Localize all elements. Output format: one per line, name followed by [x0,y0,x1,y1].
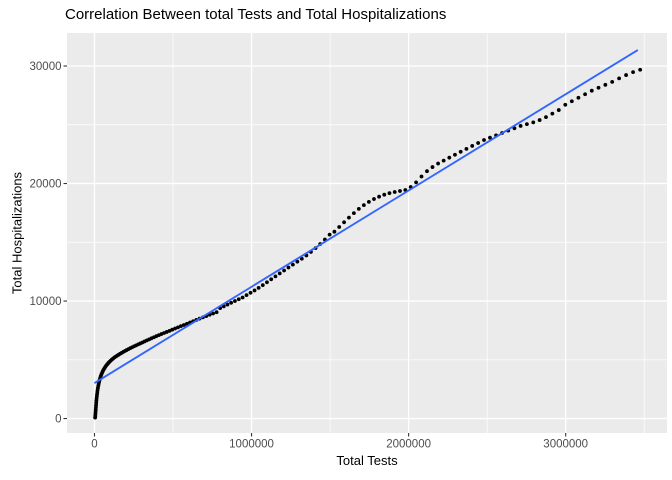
scatter-point [470,144,475,148]
scatter-point [173,326,177,331]
scatter-point [356,207,361,211]
y-tick-label: 10000 [30,296,62,308]
scatter-point [351,211,356,216]
scatter-point [248,290,253,295]
plot-title: Correlation Between total Tests and Tota… [65,6,447,23]
x-tick-label: 1000000 [229,439,274,451]
scatter-point [544,115,548,120]
x-tick-label: 0 [91,439,97,451]
y-tick-label: 0 [55,414,61,426]
scatter-point [178,324,183,329]
scatter-point [624,73,628,77]
scatter-point [476,141,481,145]
scatter-point [576,95,581,100]
scatter-point [214,310,219,315]
scatter-point [603,82,608,87]
scatter-point [464,146,469,151]
scatter-point [583,92,587,97]
scatter-point [273,274,278,279]
x-tick-label: 2000000 [386,439,431,451]
scatter-point [236,297,241,302]
x-tick-label: 3000000 [543,439,588,451]
scatter-point [337,225,342,229]
scatter-point [229,300,234,305]
scatter-point [240,295,245,300]
scatter-point [631,70,635,75]
scatter-point [524,122,529,127]
scatter-point [327,232,332,237]
y-tick-label: 30000 [30,61,62,73]
scatter-point [392,190,397,194]
scatter-point [436,161,440,166]
scatter-point [596,85,601,90]
scatter-point [260,283,265,288]
scatter-point [589,88,594,93]
scatter-point [512,126,517,131]
scatter-point [269,277,274,282]
scatter-point [425,169,429,174]
scatter-point [299,256,304,261]
scatter-point [537,118,542,122]
scatter-point [458,149,463,154]
x-axis-title: Total Tests [336,453,398,468]
scatter-point [252,288,257,293]
scatter-point [482,138,486,142]
scatter-point [347,215,351,220]
scatter-point [387,191,392,196]
scatter-point [244,293,249,298]
scatter-point [332,229,337,234]
scatter-point [176,325,180,330]
scatter-point [225,302,230,307]
scatter-point [366,199,371,204]
scatter-point [286,265,291,270]
scatter-point [563,102,568,107]
scatter-point [181,323,186,327]
y-tick-label: 20000 [30,179,62,191]
scatter-point [419,174,424,179]
scatter-point [414,180,418,185]
scatter-point [550,111,555,116]
scatter-point [441,158,446,163]
plot-background [67,33,667,433]
scatter-point [377,194,381,199]
scatter-point [290,262,295,267]
scatter-point [277,271,282,276]
scatter-point [556,108,561,112]
scatter-point [453,152,457,157]
scatter-point [211,311,215,316]
scatter-point [610,79,615,84]
regression-line [94,49,639,384]
scatter-point [382,192,387,197]
scatter-point [569,99,574,104]
scatter-point [398,189,402,193]
scatter-point [342,220,346,225]
scatter-point [256,285,261,290]
scatter-point [295,259,300,264]
scatter-point [361,203,366,208]
scatter-point [372,197,376,201]
scatter-point [518,124,523,128]
scatter-point [447,155,452,160]
scatter-point [265,280,269,285]
scatter-point [617,76,621,81]
scatter-point [638,67,643,72]
scatter-point [282,268,286,273]
scatter-point [488,135,492,140]
scatter-point [233,299,237,303]
scatter-point [531,120,536,125]
scatter-point [430,165,435,169]
